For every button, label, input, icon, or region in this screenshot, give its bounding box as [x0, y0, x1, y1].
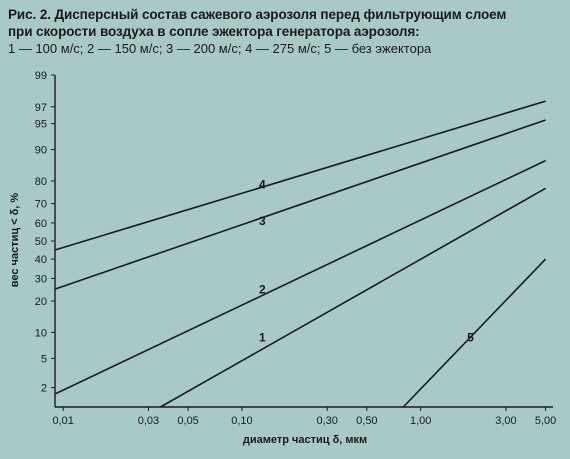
caption-title: Рис. 2. Дисперсный состав сажевого аэроз… [8, 7, 507, 22]
x-tick-label: 3,00 [495, 415, 516, 427]
series-label-2: 2 [259, 283, 266, 297]
series-label-4: 4 [259, 177, 266, 191]
series-line-2 [54, 159, 546, 395]
figure-caption: Рис. 2. Дисперсный состав сажевого аэроз… [8, 6, 564, 57]
y-tick-label: 20 [35, 296, 47, 308]
series-line-1 [160, 187, 546, 408]
y-tick-label: 80 [35, 176, 47, 188]
x-tick-label: 0,03 [138, 415, 159, 427]
series-label-3: 3 [259, 214, 266, 228]
y-tick-label: 10 [35, 327, 47, 339]
y-tick-label: 70 [35, 199, 47, 211]
x-tick-label: 0,10 [231, 415, 252, 427]
series-labels: 1 2 3 4 5 [259, 177, 474, 344]
x-tick-label: 0,01 [52, 415, 73, 427]
x-tick-label: 5,00 [535, 415, 556, 427]
y-tick-label: 90 [35, 145, 47, 157]
series-line-4 [54, 100, 546, 251]
caption-legend: 1 — 100 м/с; 2 — 150 м/с; 3 — 200 м/с; 4… [8, 41, 432, 56]
x-tick-label: 0,30 [316, 415, 337, 427]
x-tick-label: 1,00 [410, 415, 431, 427]
x-tick-label: 0,05 [177, 415, 198, 427]
y-tick-label: 60 [35, 218, 47, 230]
caption-subtitle: при скорости воздуха в сопле эжектора ге… [8, 24, 420, 39]
y-tick-label: 50 [35, 236, 47, 248]
y-axis-label: вес частиц < δ, % [9, 193, 21, 288]
y-tick-label: 99 [35, 70, 47, 82]
x-axis-label: диаметр частиц δ, мкм [243, 434, 367, 446]
y-tick-label: 95 [35, 119, 47, 131]
y-tick-label: 40 [35, 254, 47, 266]
axes-layer [51, 74, 553, 411]
tick-labels: 2 5 10 20 30 40 50 60 70 80 90 95 97 99 0,01 0,03 0,05 0,… [35, 70, 557, 427]
series-line-3 [54, 119, 546, 290]
series-line-5 [402, 258, 547, 408]
series-label-5: 5 [467, 330, 474, 344]
y-tick-label: 5 [41, 353, 47, 365]
y-tick-label: 2 [41, 383, 47, 395]
x-tick-label: 0,50 [356, 415, 377, 427]
series-label-1: 1 [259, 330, 266, 344]
y-tick-label: 97 [35, 102, 47, 114]
series-lines [54, 100, 547, 408]
y-tick-label: 30 [35, 273, 47, 285]
